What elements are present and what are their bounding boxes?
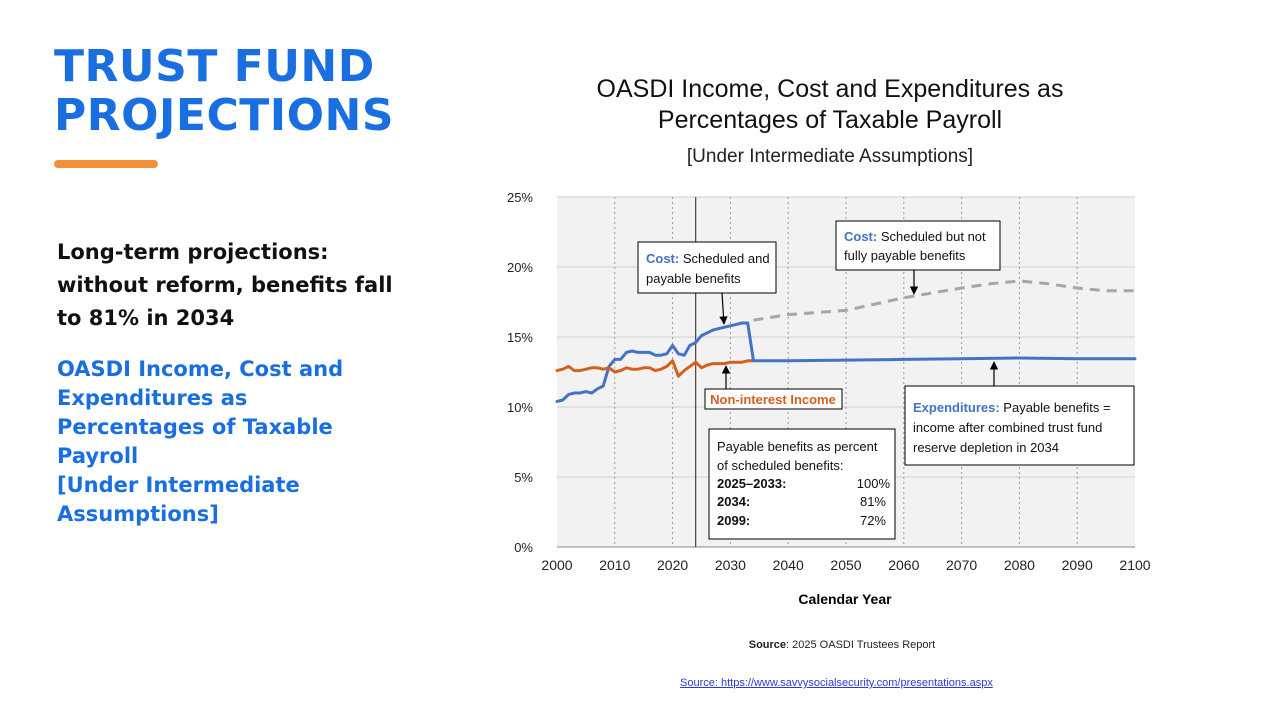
series-line xyxy=(753,279,1135,322)
x-tick-label: 2020 xyxy=(657,557,688,573)
chart-description-line: [Under Intermediate xyxy=(57,473,300,497)
chart-description: OASDI Income, Cost and Expenditures as P… xyxy=(57,355,387,529)
summary-text: Long-term projections: without reform, b… xyxy=(57,240,393,330)
annotation-text: Payable benefits = xyxy=(1000,400,1111,415)
y-tick-label: 20% xyxy=(507,260,533,275)
x-tick-label: 2090 xyxy=(1062,557,1093,573)
annotation-label-bold: Cost: xyxy=(646,251,679,266)
payable-benefits-table: Payable benefits as percent of scheduled… xyxy=(708,428,896,540)
table-row-value: 81% xyxy=(860,494,886,509)
x-tick-label: 2030 xyxy=(715,557,746,573)
x-tick-label: 2060 xyxy=(888,557,919,573)
x-tick-label: 2080 xyxy=(1004,557,1035,573)
chart-description-line: Payroll xyxy=(57,444,139,468)
table-title: of scheduled benefits: xyxy=(717,458,843,473)
series-line xyxy=(746,321,1137,363)
trust-fund-chart: OASDI Income, Cost and Expenditures as P… xyxy=(507,75,1151,651)
annotation-text: Scheduled but not xyxy=(877,229,986,244)
x-tick-label: 2010 xyxy=(599,557,630,573)
chart-source-text: : 2025 OASDI Trustees Report xyxy=(786,639,935,651)
y-tick-label: 0% xyxy=(514,540,533,555)
annotation-expenditures: Expenditures: Payable benefits = income … xyxy=(904,361,1135,466)
svg-text:Cost: Scheduled and: Cost: Scheduled and xyxy=(646,251,770,266)
axis-ticks: 0% 5% 10% 15% 20% 25% 2000 2010 2020 2030 2040 2050… xyxy=(507,190,1151,573)
table-row-label: 2099: xyxy=(717,513,750,528)
svg-text:Cost: Scheduled but not: Cost: Scheduled but not xyxy=(844,229,986,244)
y-tick-label: 10% xyxy=(507,400,533,415)
annotation-text: fully payable benefits xyxy=(844,248,966,263)
slide-title-line1: TRUST FUND xyxy=(54,41,375,92)
annotation-arrow xyxy=(719,292,728,325)
chart-description-line: OASDI Income, Cost and xyxy=(57,357,344,381)
x-tick-label: 2050 xyxy=(830,557,861,573)
annotation-text: Scheduled and xyxy=(679,251,769,266)
table-row-value: 72% xyxy=(860,513,886,528)
table-row-value: 100% xyxy=(857,476,891,491)
title-accent-bar xyxy=(54,160,158,168)
annotation-text: payable benefits xyxy=(646,271,741,286)
annotation-cost-not-payable: Cost: Scheduled but not fully payable be… xyxy=(835,220,1001,295)
table-row-label: 2025–2033: xyxy=(717,476,786,491)
chart-source-label: Source xyxy=(749,639,786,651)
series-line xyxy=(555,321,750,403)
annotation-text: income after combined trust fund xyxy=(913,420,1102,435)
chart-title-line2: Percentages of Taxable Payroll xyxy=(658,106,1002,134)
annotation-label-bold: Expenditures: xyxy=(913,400,1000,415)
svg-text:Expenditures: Payable benefits: Expenditures: Payable benefits = xyxy=(913,400,1111,415)
series-line xyxy=(555,359,755,378)
annotation-label-bold: Cost: xyxy=(844,229,877,244)
y-tick-label: 15% xyxy=(507,330,533,345)
annotation-text: reserve depletion in 2034 xyxy=(913,440,1059,455)
x-tick-label: 2070 xyxy=(946,557,977,573)
chart-description-line: Assumptions] xyxy=(57,502,219,526)
y-tick-label: 25% xyxy=(507,190,533,205)
source-link[interactable]: Source: https://www.savvysocialsecurity.… xyxy=(680,677,993,689)
annotation-cost-scheduled-payable: Cost: Scheduled and payable benefits xyxy=(637,241,777,325)
y-tick-label: 5% xyxy=(514,470,533,485)
data-series xyxy=(555,279,1137,403)
chart-source: Source: 2025 OASDI Trustees Report xyxy=(749,639,935,651)
annotation-label-bold: Non-interest Income xyxy=(710,392,836,407)
annotation-non-interest-income: Non-interest Income xyxy=(704,365,843,410)
slide-title-line2: PROJECTIONS xyxy=(54,90,395,141)
x-tick-label: 2000 xyxy=(541,557,572,573)
chart-description-line: Percentages of Taxable xyxy=(57,415,333,439)
table-title: Payable benefits as percent xyxy=(717,439,878,454)
chart-title-line1: OASDI Income, Cost and Expenditures as xyxy=(597,75,1064,103)
x-tick-label: 2040 xyxy=(773,557,804,573)
chart-description-line: Expenditures as xyxy=(57,386,248,410)
x-axis-label: Calendar Year xyxy=(798,591,892,607)
chart-subtitle: [Under Intermediate Assumptions] xyxy=(687,146,973,167)
table-row-label: 2034: xyxy=(717,494,750,509)
slide-title: TRUST FUND PROJECTIONS xyxy=(54,42,394,140)
x-tick-label: 2100 xyxy=(1119,557,1150,573)
